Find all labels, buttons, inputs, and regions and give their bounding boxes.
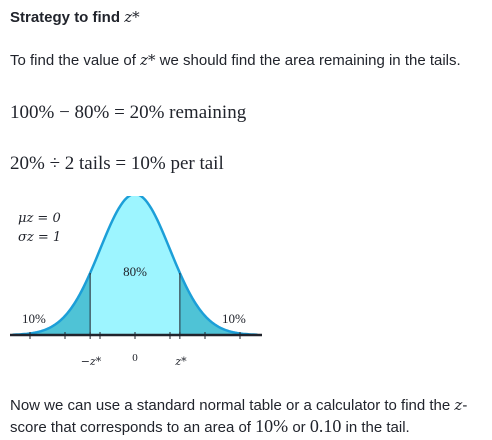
outro-value-decimal: 0.10 (309, 416, 342, 436)
outro-variable: z (454, 396, 463, 414)
intro-variable: z* (140, 51, 156, 69)
left-tail-label: 10% (22, 311, 46, 326)
equation-per-tail: 20% ÷ 2 tails = 10% per tail (10, 153, 224, 174)
axis-ticks (29, 332, 241, 339)
tick-label-neg-zstar: −z* (81, 355, 102, 368)
equation-remaining: 100% − 80% = 20% remaining (10, 102, 247, 123)
mu-label: μz = 0 (18, 211, 61, 226)
left-tail-area (12, 272, 91, 335)
outro-or: or (292, 419, 306, 436)
intro-paragraph: To find the value of z* we should find t… (10, 50, 480, 71)
normal-distribution-graph: μz = 0 σz = 1 80% 10% 10% −z* 0 z* (10, 196, 262, 368)
outro-part2: -score that corresponds to an area of (10, 397, 468, 436)
tick-label-pos-zstar: z* (174, 355, 187, 368)
center-percent-label: 80% (123, 264, 147, 279)
heading-variable: z* (124, 8, 140, 26)
right-tail-area (179, 272, 258, 335)
right-tail-label: 10% (222, 311, 246, 326)
intro-after: we should find the area remaining in the… (159, 52, 461, 69)
outro-value-percent: 10% (255, 416, 289, 436)
normal-curve (12, 196, 258, 336)
center-area (90, 196, 180, 335)
heading-text: Strategy to find (10, 9, 121, 26)
tick-label-zero: 0 (132, 352, 138, 364)
outro-paragraph: Now we can use a standard normal table o… (10, 395, 485, 438)
outro-part1: Now we can use a standard normal table o… (10, 397, 451, 414)
outro-part3: in the tail. (345, 419, 410, 436)
section-heading: Strategy to find z* (10, 8, 140, 26)
sigma-label: σz = 1 (18, 230, 61, 245)
intro-before: To find the value of (10, 52, 136, 69)
